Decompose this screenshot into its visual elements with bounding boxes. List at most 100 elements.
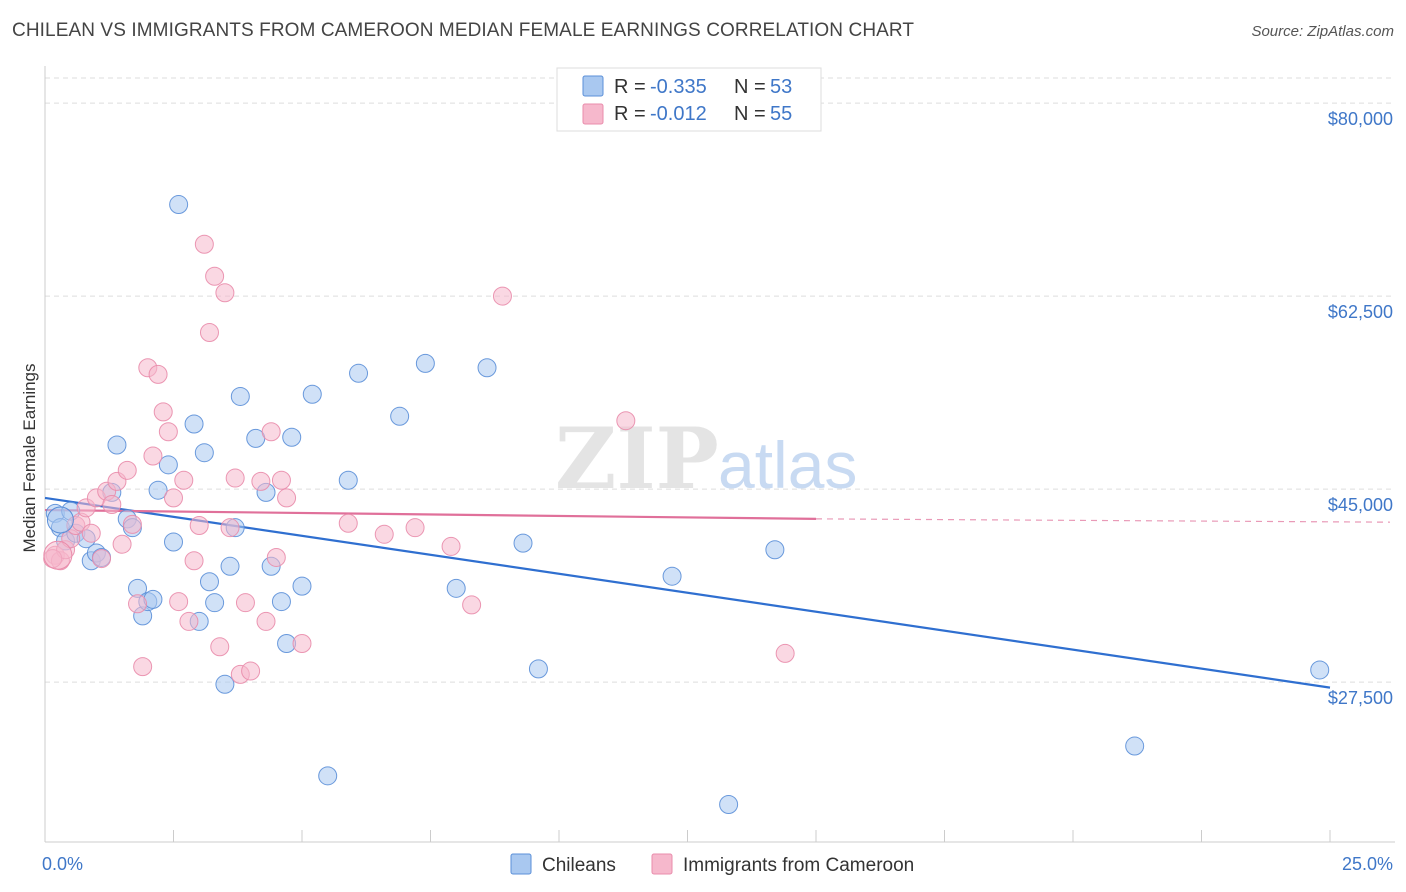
point-chileans bbox=[719, 795, 739, 815]
point-cameroon bbox=[189, 515, 209, 535]
point-cameroon bbox=[205, 266, 225, 286]
point-cameroon bbox=[158, 422, 178, 442]
point-chileans bbox=[282, 427, 302, 447]
watermark-atlas: atlas bbox=[718, 428, 857, 502]
point-cameroon bbox=[174, 470, 194, 490]
point-cameroon bbox=[251, 471, 271, 491]
point-cameroon bbox=[277, 488, 297, 508]
axes bbox=[44, 66, 1395, 843]
point-chileans bbox=[1310, 660, 1330, 680]
y-axis-label: Median Female Earnings bbox=[20, 364, 39, 553]
point-cameroon bbox=[266, 547, 286, 567]
point-cameroon bbox=[462, 595, 482, 615]
legend-n-value-cameroon: 55 bbox=[770, 103, 792, 125]
legend-r-label-chileans: R = bbox=[614, 76, 646, 98]
point-chileans bbox=[765, 540, 785, 560]
point-cameroon bbox=[81, 523, 101, 543]
point-chileans bbox=[169, 195, 189, 215]
grid bbox=[45, 77, 1395, 683]
legend-n-label-chileans: N = bbox=[734, 76, 766, 98]
point-cameroon bbox=[271, 470, 291, 490]
legend-n-label-cameroon: N = bbox=[734, 103, 766, 125]
bottom-legend-label-chileans: Chileans bbox=[542, 855, 616, 876]
chart-title: CHILEAN VS IMMIGRANTS FROM CAMEROON MEDI… bbox=[12, 20, 915, 41]
point-chileans bbox=[415, 353, 435, 373]
point-chileans bbox=[528, 659, 548, 679]
y-tick-label: $80,000 bbox=[1328, 109, 1393, 129]
bottom-legend-label-cameroon: Immigrants from Cameroon bbox=[683, 855, 914, 876]
point-cameroon bbox=[338, 513, 358, 533]
point-cluster-chileans bbox=[46, 506, 74, 534]
point-cameroon bbox=[374, 524, 394, 544]
point-cameroon bbox=[256, 611, 276, 631]
point-cameroon bbox=[210, 637, 230, 657]
point-cameroon bbox=[220, 518, 240, 538]
point-chileans bbox=[220, 556, 240, 576]
point-cameroon bbox=[148, 364, 168, 384]
point-chileans bbox=[1125, 736, 1145, 756]
point-cameroon bbox=[492, 286, 512, 306]
point-chileans bbox=[446, 578, 466, 598]
point-chileans bbox=[205, 593, 225, 613]
point-chileans bbox=[230, 386, 250, 406]
point-cameroon bbox=[215, 283, 235, 303]
point-chileans bbox=[477, 358, 497, 378]
y-tick-label: $62,500 bbox=[1328, 302, 1393, 322]
point-chileans bbox=[662, 566, 682, 586]
point-chileans bbox=[292, 576, 312, 596]
point-cameroon bbox=[128, 594, 148, 614]
trend-line-cameroon bbox=[44, 508, 817, 520]
point-chileans bbox=[158, 455, 178, 475]
point-cameroon bbox=[117, 460, 137, 480]
point-cluster-cameroon bbox=[43, 540, 73, 570]
point-cameroon bbox=[184, 551, 204, 571]
point-chileans bbox=[184, 414, 204, 434]
legend-n-value-chileans: 53 bbox=[770, 76, 792, 98]
point-cameroon bbox=[235, 593, 255, 613]
point-cameroon bbox=[133, 657, 153, 677]
source-credit: Source: ZipAtlas.com bbox=[1251, 23, 1394, 40]
point-chileans bbox=[338, 470, 358, 490]
point-cameroon bbox=[143, 446, 163, 466]
legend-swatch-cameroon bbox=[582, 103, 604, 125]
point-cameroon bbox=[164, 488, 183, 508]
data-points bbox=[43, 195, 1330, 815]
watermark-zip: ZIP bbox=[555, 409, 719, 508]
point-chileans bbox=[271, 592, 291, 612]
bottom-legend: Chileans Immigrants from Cameroon bbox=[510, 853, 914, 876]
y-tick-label: $27,500 bbox=[1328, 688, 1393, 708]
x-tick-label: 0.0% bbox=[42, 854, 83, 874]
point-cameroon bbox=[292, 633, 312, 653]
point-cameroon bbox=[261, 422, 281, 442]
point-cameroon bbox=[194, 234, 214, 254]
point-cameroon bbox=[441, 536, 461, 556]
point-cameroon bbox=[153, 402, 173, 422]
point-chileans bbox=[513, 533, 533, 553]
legend-r-value-chileans: -0.335 bbox=[650, 76, 707, 98]
legend-r-value-cameroon: -0.012 bbox=[650, 103, 707, 125]
point-cameroon bbox=[616, 411, 636, 431]
point-cameroon bbox=[225, 468, 245, 488]
point-cameroon bbox=[112, 534, 132, 554]
point-chileans bbox=[199, 572, 219, 592]
point-cameroon bbox=[122, 514, 142, 534]
point-cameroon bbox=[405, 518, 425, 538]
trend-line-extension bbox=[815, 518, 1391, 523]
trend-line-chileans bbox=[44, 496, 1331, 689]
point-chileans bbox=[107, 435, 127, 455]
tick-labels: $80,000 $62,500 $45,000 $27,500 0.0% 25.0% bbox=[42, 109, 1393, 874]
bottom-legend-swatch-chileans bbox=[510, 853, 532, 875]
bottom-legend-swatch-cameroon bbox=[651, 853, 673, 875]
point-cameroon bbox=[169, 592, 189, 612]
y-tick-label: $45,000 bbox=[1328, 495, 1393, 515]
point-chileans bbox=[164, 532, 183, 552]
point-chileans bbox=[390, 406, 410, 426]
point-cameroon bbox=[241, 661, 261, 681]
point-chileans bbox=[215, 674, 235, 694]
legend-swatch-chileans bbox=[582, 75, 604, 97]
point-chileans bbox=[349, 363, 369, 383]
point-cameroon bbox=[92, 549, 112, 569]
point-chileans bbox=[302, 384, 322, 404]
legend: R = -0.335 N = 53 R = -0.012 N = 55 bbox=[556, 67, 822, 132]
